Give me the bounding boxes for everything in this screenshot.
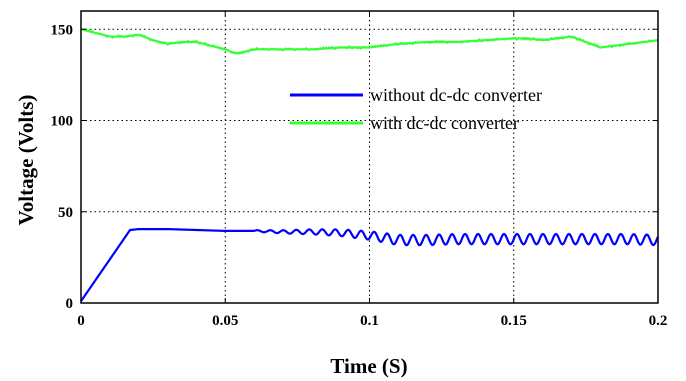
y-tick-label: 0	[66, 296, 74, 312]
axis-ticks: 0 0.05 0.1 0.15 0.2 0 50 100 150	[51, 11, 668, 329]
y-tick-label: 150	[51, 22, 74, 38]
series-line-with-dc-dc-converter	[80, 28, 659, 55]
y-tick-label: 50	[58, 205, 73, 221]
series-lines	[80, 28, 659, 302]
y-tick-label: 100	[51, 114, 74, 130]
x-tick-label: 0.05	[212, 313, 238, 329]
x-tick-label: 0	[77, 313, 85, 329]
legend-label-without-dc-dc-converter: without dc-dc converter	[370, 85, 542, 105]
grid-lines	[81, 11, 658, 303]
legend: without dc-dc converter with dc-dc conve…	[290, 85, 542, 133]
x-tick-label: 0.2	[649, 313, 668, 329]
x-tick-label: 0.15	[501, 313, 527, 329]
y-axis-title: Voltage (Volts)	[14, 95, 38, 226]
x-axis-title: Time (S)	[330, 354, 407, 378]
legend-label-with-dc-dc-converter: with dc-dc converter	[370, 113, 519, 133]
x-tick-label: 0.1	[360, 313, 379, 329]
series-line-without-dc-dc-converter	[80, 227, 659, 302]
